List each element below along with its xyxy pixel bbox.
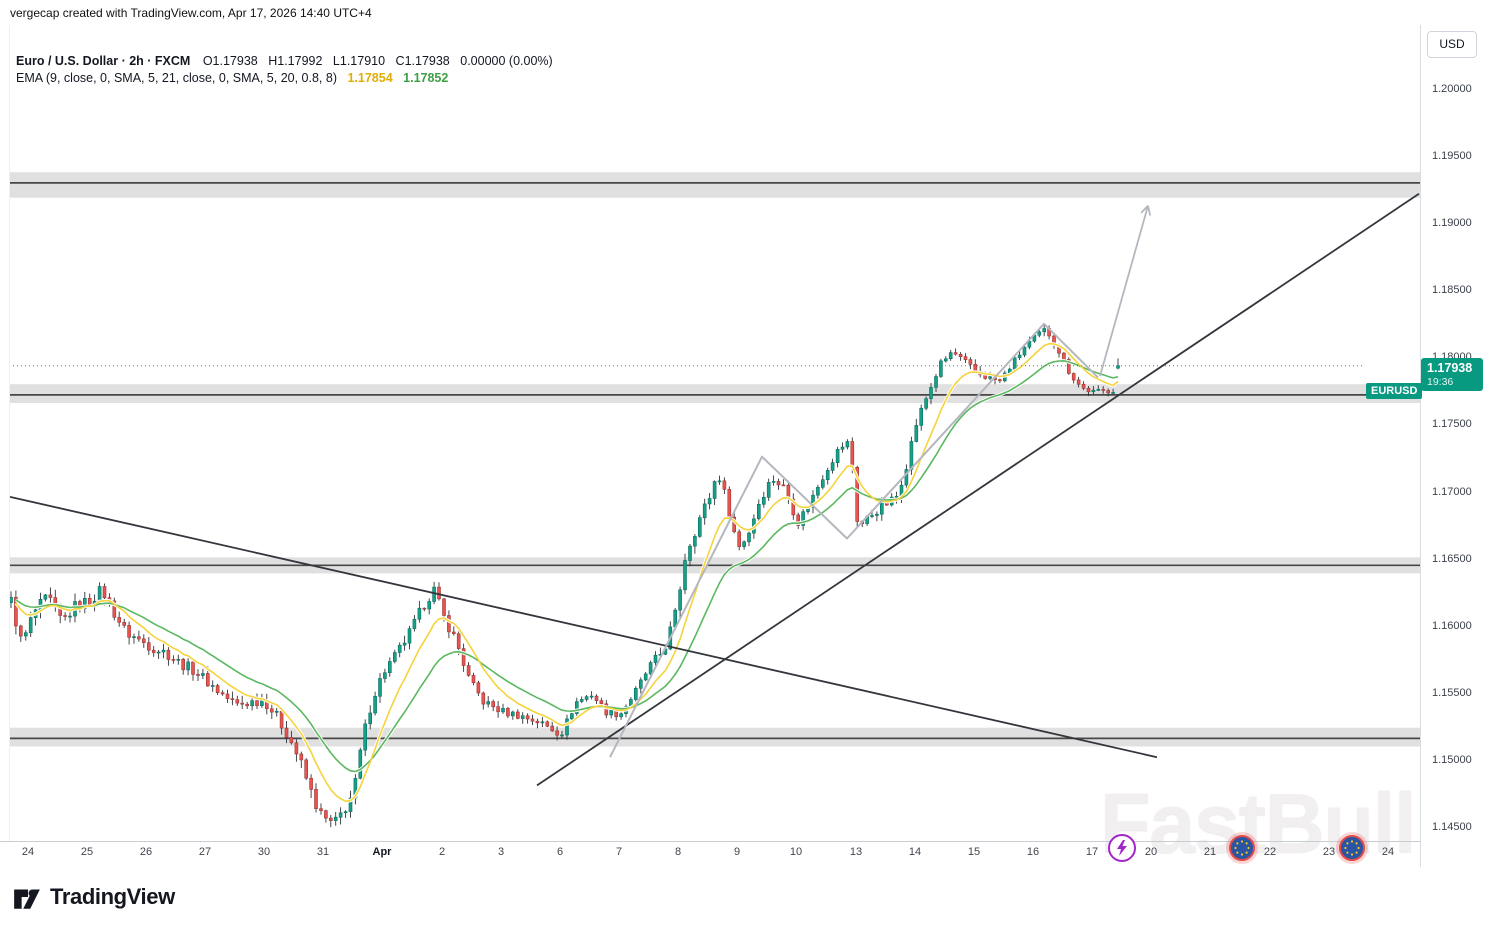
indicator-label: EMA (9, close, 0, SMA, 5, 21, close, 0, … xyxy=(16,71,337,85)
price-tick-label: 1.14500 xyxy=(1432,821,1472,833)
chart-pane[interactable]: FastBull xyxy=(0,25,1423,870)
date-label: Apr xyxy=(372,846,392,858)
price-tick-label: 1.15500 xyxy=(1432,686,1472,699)
fastbull-watermark: FastBull xyxy=(1099,776,1417,870)
band-zone xyxy=(9,727,1420,747)
band-zone xyxy=(9,384,1420,403)
date-label: 17 xyxy=(1085,846,1099,858)
date-label: 27 xyxy=(198,846,212,858)
date-label: 24 xyxy=(21,846,35,858)
date-label: 22 xyxy=(1263,846,1277,858)
symbol-ohlc-row[interactable]: Euro / U.S. Dollar · 2h · FXCM O1.17938 … xyxy=(16,53,560,70)
last-price-tag: 1.17938 19:36 xyxy=(1421,357,1483,391)
chart-canvas[interactable] xyxy=(0,25,1421,867)
tradingview-logo[interactable]: TradingView xyxy=(12,882,175,912)
price-tick-label: 1.19500 xyxy=(1432,150,1472,163)
trendlines[interactable] xyxy=(9,192,1420,787)
zigzag-line xyxy=(609,322,1099,758)
price-tick-label: 1.16000 xyxy=(1432,619,1472,632)
date-label: 23 xyxy=(1322,846,1336,858)
date-label: 8 xyxy=(674,846,682,858)
date-label: 10 xyxy=(789,846,803,858)
eu-stars-glyph xyxy=(1344,840,1360,856)
time-axis-separator xyxy=(0,841,1491,842)
band-zone xyxy=(9,557,1420,574)
tradingview-logo-icon xyxy=(14,889,40,909)
date-label: 9 xyxy=(733,846,741,858)
date-label: 24 xyxy=(1381,846,1395,858)
symbol-price-badge: EURUSD xyxy=(1366,382,1423,399)
projection-arrow[interactable] xyxy=(1099,205,1152,377)
band-zone xyxy=(9,172,1420,198)
eu-flag-event-icon[interactable] xyxy=(1339,835,1365,861)
ohlc-close: C1.17938 xyxy=(395,54,450,68)
indicator-row[interactable]: EMA (9, close, 0, SMA, 5, 21, close, 0, … xyxy=(16,70,560,87)
arrow-head xyxy=(1147,205,1152,216)
ema-slow-value: 1.17852 xyxy=(403,71,449,85)
chart-legend[interactable]: Euro / U.S. Dollar · 2h · FXCM O1.17938 … xyxy=(16,53,560,87)
lightning-glyph xyxy=(1117,840,1127,856)
ema-fast-line xyxy=(15,342,1119,803)
price-axis[interactable]: USD 1.200001.195001.190001.185001.180001… xyxy=(1421,25,1491,867)
date-label: 21 xyxy=(1203,846,1217,858)
ascending-trendline xyxy=(536,192,1420,787)
date-label: 14 xyxy=(908,846,922,858)
ema-fast-value: 1.17854 xyxy=(347,71,393,85)
flash-event-icon[interactable] xyxy=(1108,834,1136,862)
time-axis[interactable]: 24 25 26 27 30 31 Apr 2 3 6 7 8 9 10 13 14 15 16 17 20 21 22 2… xyxy=(0,842,1420,867)
date-label: 25 xyxy=(80,846,94,858)
ohlc-high: H1.17992 xyxy=(268,54,323,68)
date-label: 7 xyxy=(615,846,623,858)
price-tick-label: 1.17000 xyxy=(1432,485,1472,498)
arrow-shaft xyxy=(1099,205,1149,377)
credit-line: vergecap created with TradingView.com, A… xyxy=(10,6,372,20)
eu-stars-glyph xyxy=(1234,840,1250,856)
price-tick-label: 1.17500 xyxy=(1432,418,1472,431)
price-tick-label: 1.20000 xyxy=(1432,83,1472,95)
ohlc-low: L1.17910 xyxy=(332,54,386,68)
ohlc-open: O1.17938 xyxy=(202,54,258,68)
date-label: 2 xyxy=(438,846,446,858)
ema-casing xyxy=(14,342,1120,803)
date-label: 15 xyxy=(967,846,981,858)
date-label: 26 xyxy=(139,846,153,858)
arrow-head xyxy=(1140,205,1149,214)
symbol-title: Euro / U.S. Dollar · 2h · FXCM xyxy=(16,54,191,68)
ema-casing xyxy=(14,359,1119,774)
ohlc-change: 0.00000 (0.00%) xyxy=(460,54,553,68)
bar-countdown: 19:36 xyxy=(1427,375,1454,388)
price-tick-label: 1.15000 xyxy=(1432,753,1472,766)
tradingview-logo-text: TradingView xyxy=(50,884,175,909)
support-resistance-bands[interactable] xyxy=(9,172,1420,747)
price-axis-separator xyxy=(1420,25,1421,867)
price-tick-label: 1.16500 xyxy=(1432,552,1472,565)
zigzag-projection[interactable] xyxy=(609,322,1099,758)
date-label: 3 xyxy=(497,846,505,858)
date-label: 31 xyxy=(316,846,330,858)
ema-slow-line xyxy=(15,359,1119,773)
candlestick-series xyxy=(9,324,1120,828)
ema-lines xyxy=(14,342,1120,803)
date-label: 13 xyxy=(849,846,863,858)
price-tick-label: 1.19000 xyxy=(1432,217,1472,230)
currency-unit-button[interactable]: USD xyxy=(1427,31,1477,58)
last-price-value: 1.17938 xyxy=(1427,360,1473,375)
date-label: 6 xyxy=(556,846,564,858)
plot-left-border xyxy=(9,25,10,841)
date-label: 16 xyxy=(1026,846,1040,858)
date-label: 20 xyxy=(1144,846,1158,858)
eu-flag-event-icon[interactable] xyxy=(1229,835,1255,861)
date-label: 30 xyxy=(257,846,271,858)
price-tick-label: 1.18500 xyxy=(1432,284,1472,297)
descending-trendline xyxy=(9,496,1158,759)
